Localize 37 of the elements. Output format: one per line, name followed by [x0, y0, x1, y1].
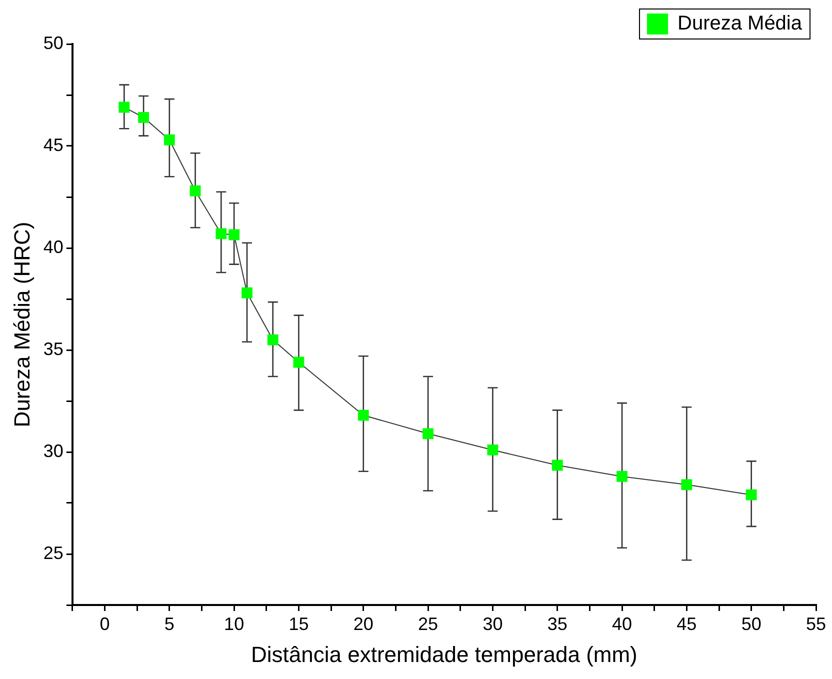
y-tick-label: 50 — [43, 32, 64, 53]
x-tick-label: 0 — [100, 614, 110, 634]
y-tick-label: 30 — [43, 440, 64, 461]
point — [293, 356, 304, 368]
y-tick-label: 25 — [43, 542, 64, 563]
x-tick-label: 5 — [164, 614, 174, 634]
x-tick-label: 55 — [806, 614, 826, 634]
x-tick-label: 25 — [418, 614, 438, 634]
y-axis-title: Dureza Média (HRC) — [9, 222, 34, 428]
point — [228, 229, 240, 240]
point — [358, 410, 369, 421]
x-tick-label: 40 — [612, 614, 632, 634]
legend-label: Dureza Média — [678, 12, 803, 35]
point — [681, 479, 692, 490]
point — [267, 334, 278, 346]
point — [118, 102, 130, 113]
x-axis-title: Distância extremidade temperada (mm) — [251, 642, 638, 667]
point — [746, 489, 757, 500]
point — [616, 471, 628, 482]
point — [138, 112, 149, 123]
point — [422, 428, 434, 440]
point — [487, 444, 498, 456]
point — [190, 185, 201, 196]
x-tick-label: 15 — [288, 614, 309, 634]
point — [242, 287, 252, 298]
point — [164, 134, 175, 146]
y-tick-label: 45 — [43, 134, 64, 155]
x-tick-label: 35 — [547, 614, 568, 634]
x-tick-label: 30 — [482, 614, 503, 634]
x-tick-label: 20 — [353, 614, 374, 634]
y-tick-label: 35 — [43, 338, 64, 359]
x-tick-label: 50 — [741, 614, 762, 634]
point — [216, 228, 227, 240]
y-tick-label: 40 — [43, 236, 64, 257]
x-tick-label: 10 — [224, 614, 244, 634]
point — [552, 460, 563, 471]
x-tick-label: 45 — [676, 614, 697, 634]
